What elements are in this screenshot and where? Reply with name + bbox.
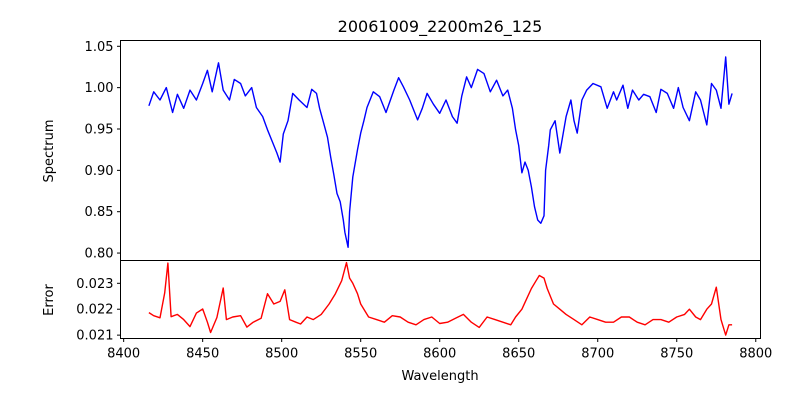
error-y-axis-label: Error bbox=[42, 284, 57, 316]
y-tick-label: 0.021 bbox=[76, 329, 113, 344]
error-axes-frame bbox=[120, 260, 761, 339]
x-tick-label: 8550 bbox=[344, 347, 377, 362]
y-tick-label: 0.95 bbox=[85, 122, 114, 137]
x-tick-label: 8450 bbox=[186, 347, 219, 362]
spectrum-y-axis-label: Spectrum bbox=[42, 120, 57, 183]
x-axis-label: Wavelength bbox=[401, 369, 478, 384]
y-tick-label: 0.85 bbox=[85, 205, 114, 220]
x-tick-label: 8650 bbox=[502, 347, 535, 362]
y-tick-label: 0.023 bbox=[76, 277, 113, 292]
x-tick-label: 8500 bbox=[265, 347, 298, 362]
y-tick-label: 0.022 bbox=[76, 303, 113, 318]
spectrum-line bbox=[148, 56, 733, 249]
chart-title: 20061009_2200m26_125 bbox=[338, 17, 543, 37]
y-tick-label: 0.90 bbox=[85, 164, 114, 179]
y-tick-label: 1.00 bbox=[85, 81, 114, 96]
x-tick-label: 8800 bbox=[739, 347, 772, 362]
x-tick-label: 8600 bbox=[423, 347, 456, 362]
x-tick-label: 8400 bbox=[107, 347, 140, 362]
x-tick-label: 8700 bbox=[581, 347, 614, 362]
error-line bbox=[148, 261, 733, 336]
y-tick-label: 1.05 bbox=[85, 40, 114, 55]
x-tick-label: 8750 bbox=[660, 347, 693, 362]
y-tick-label: 0.80 bbox=[85, 247, 114, 262]
